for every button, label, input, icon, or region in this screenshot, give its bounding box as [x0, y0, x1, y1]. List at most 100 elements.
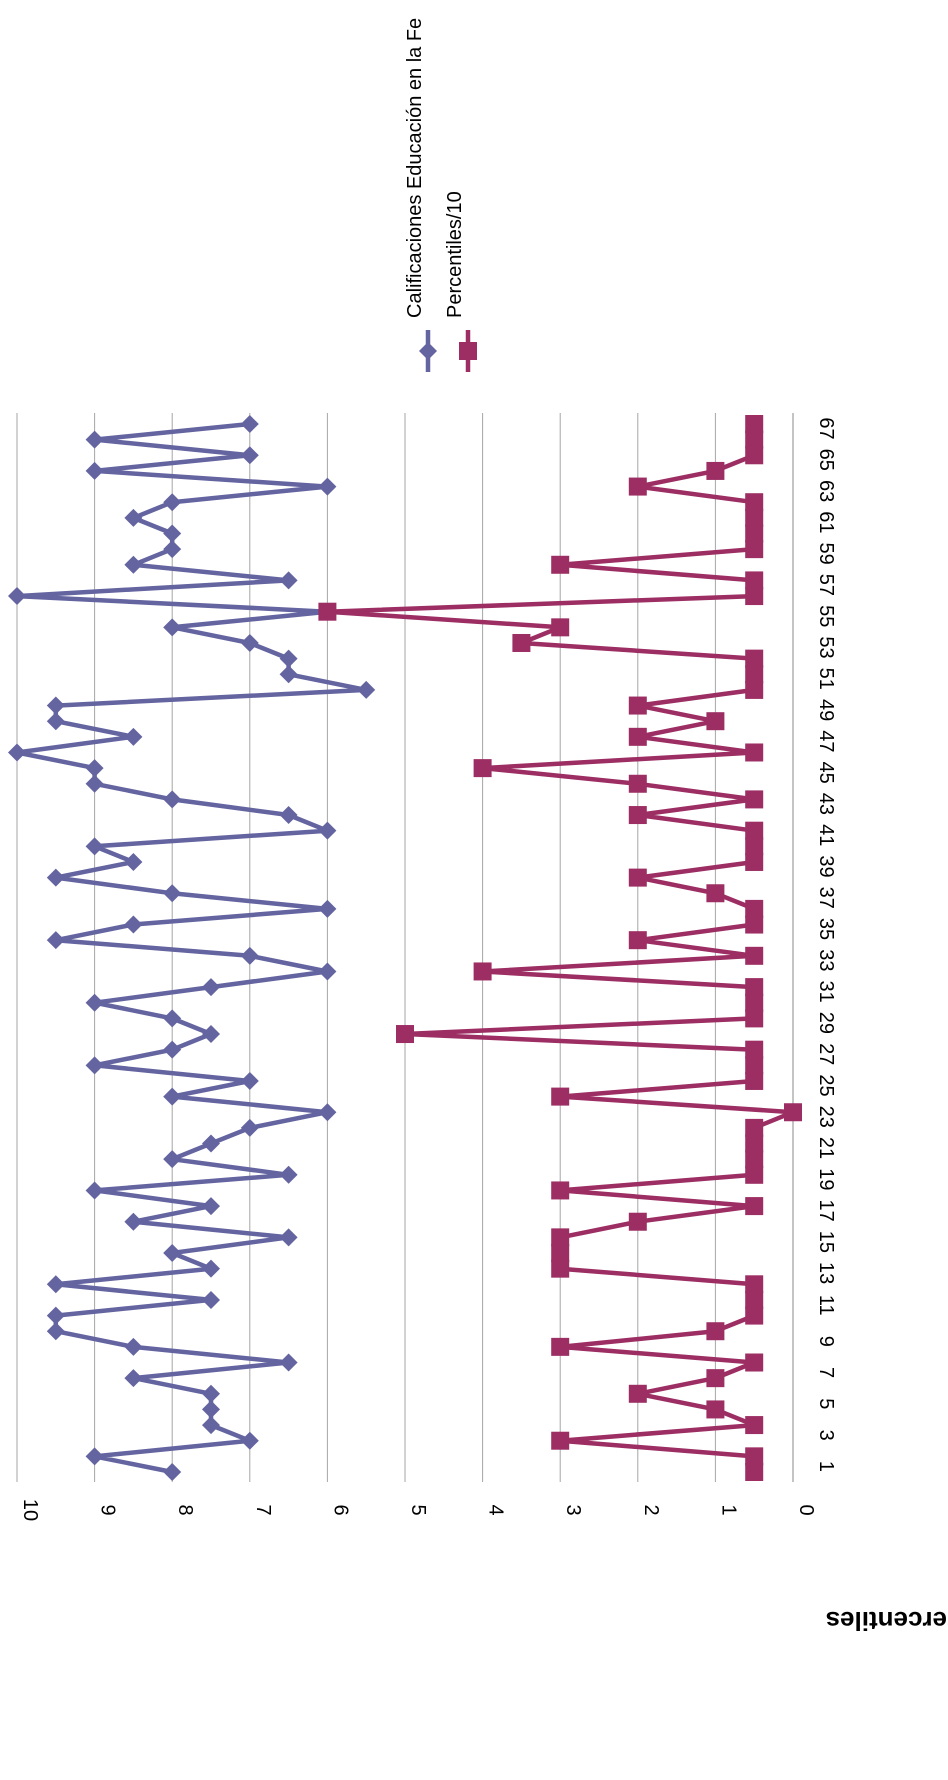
category-axis-tick-label: 47 — [815, 730, 837, 752]
diamond-data-point — [8, 587, 26, 606]
legend-label-2: Percentiles/10 — [444, 191, 466, 318]
square-data-point — [628, 774, 647, 793]
diamond-data-point — [279, 1353, 298, 1372]
diamond-data-point — [124, 1337, 143, 1356]
square-data-point — [745, 1197, 764, 1216]
square-data-point — [745, 743, 764, 762]
diamond-data-point — [240, 633, 259, 652]
diamond-data-point — [46, 1275, 65, 1294]
category-axis-tick-label: 35 — [815, 918, 837, 940]
value-axis-tick-label: 0 — [795, 1504, 817, 1515]
diamond-data-point — [163, 1463, 182, 1481]
category-axis-tick-label: 17 — [815, 1199, 837, 1221]
square-data-point — [745, 430, 764, 449]
square-data-point — [551, 1181, 570, 1200]
square-data-point — [628, 868, 647, 887]
square-data-point — [551, 618, 570, 637]
legend: Calificaciones Educación en la Fe Percent… — [404, 18, 477, 372]
square-data-point — [628, 1212, 647, 1231]
square-data-point — [745, 1353, 764, 1372]
diamond-data-point — [240, 1118, 259, 1137]
category-axis-tick-label: 19 — [815, 1168, 837, 1190]
square-data-point — [745, 915, 764, 934]
diamond-data-point — [163, 1009, 182, 1028]
square-data-point — [745, 446, 764, 465]
diamond-data-point — [202, 1290, 220, 1309]
diamond-data-point — [279, 665, 298, 684]
diamond-data-point — [46, 931, 65, 950]
square-data-point — [784, 1103, 802, 1122]
category-axis-tick-label: 39 — [815, 855, 837, 877]
square-data-point — [745, 1150, 764, 1169]
category-axis-tick-label: 21 — [815, 1137, 837, 1159]
diamond-data-point — [85, 461, 104, 480]
square-data-point — [551, 1228, 570, 1247]
square-data-point — [473, 962, 492, 981]
square-data-point — [745, 415, 764, 433]
value-axis-tick-label: 9 — [97, 1504, 119, 1515]
value-axis-tick-label: 4 — [485, 1504, 507, 1515]
diamond-data-point — [124, 1212, 143, 1231]
square-data-point — [473, 759, 492, 778]
square-data-point — [628, 931, 647, 950]
diamond-data-point — [124, 915, 143, 934]
diamond-data-point — [85, 774, 104, 793]
diamond-data-point — [279, 1228, 298, 1247]
category-axis-tick-label: 25 — [815, 1074, 837, 1096]
category-axis-tick-label: 53 — [815, 636, 837, 658]
square-data-point — [745, 993, 764, 1012]
diamond-data-point — [46, 1306, 65, 1325]
square-data-point — [745, 680, 764, 699]
category-axis-tick-label: 37 — [815, 887, 837, 909]
square-data-point — [706, 1400, 725, 1419]
category-axis-tick-label: 61 — [815, 511, 837, 533]
category-axis-tick-label: 65 — [815, 449, 837, 471]
category-axis-tick-label: 31 — [815, 980, 837, 1002]
category-axis-tick-label: 29 — [815, 1012, 837, 1034]
diamond-data-point — [46, 696, 65, 715]
value-axis-tick-label: 6 — [329, 1504, 351, 1515]
diamond-data-point — [202, 1384, 220, 1403]
square-data-point — [551, 1259, 570, 1278]
diamond-data-point — [202, 1416, 220, 1435]
value-axis-tick-label: 10 — [19, 1499, 41, 1521]
square-data-point — [706, 1322, 725, 1341]
square-data-point — [745, 852, 764, 871]
diamond-data-point — [163, 790, 182, 809]
square-data-point — [745, 1134, 764, 1153]
diamond-data-point — [85, 759, 104, 778]
value-axis-tick-label: 7 — [252, 1504, 274, 1515]
diamond-data-point — [202, 1134, 220, 1153]
category-axis-tick-label: 5 — [815, 1398, 837, 1409]
square-data-point — [628, 477, 647, 496]
category-axis-tick-label: 59 — [815, 543, 837, 565]
diamond-data-point — [124, 508, 143, 527]
square-data-point — [551, 1087, 570, 1106]
square-data-point — [396, 1025, 414, 1044]
diamond-data-point — [279, 649, 298, 668]
diamond-data-point — [202, 1259, 220, 1278]
category-axis-tick-label: 23 — [815, 1106, 837, 1128]
category-axis-tick-label: 33 — [815, 949, 837, 971]
square-data-point — [706, 1369, 725, 1388]
value-axis-tick-label: 2 — [640, 1504, 662, 1515]
category-axis-tick-label: 55 — [815, 605, 837, 627]
square-data-point — [745, 1416, 764, 1435]
square-data-point — [745, 899, 764, 918]
diamond-data-point — [163, 1087, 182, 1106]
diamond-data-point — [240, 415, 259, 433]
diamond-data-point — [8, 743, 26, 762]
diamond-data-point — [124, 1369, 143, 1388]
category-axis-tick-label: 11 — [815, 1295, 837, 1316]
category-axis-tick-label: 57 — [815, 574, 837, 596]
square-data-point — [745, 493, 764, 512]
diamond-data-point — [124, 727, 143, 746]
diamond-data-point — [240, 946, 259, 965]
square-data-point — [745, 1009, 764, 1028]
diamond-data-point — [85, 993, 104, 1012]
square-data-point — [706, 884, 725, 903]
square-data-point — [628, 696, 647, 715]
square-data-point — [745, 524, 764, 543]
